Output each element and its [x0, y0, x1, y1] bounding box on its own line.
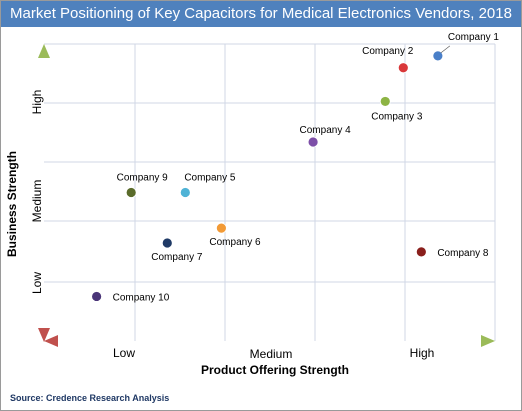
- data-point-label: Company 6: [209, 237, 261, 248]
- data-point-label: Company 10: [113, 292, 170, 303]
- chart-title: Market Positioning of Key Capacitors for…: [1, 1, 521, 27]
- y-tick-high: High: [30, 90, 44, 115]
- data-point-label: Company 8: [437, 248, 489, 259]
- data-point: [125, 187, 137, 198]
- data-point-label: Company 7: [151, 252, 203, 263]
- label-leader-line: [440, 45, 451, 54]
- data-point-label: Company 2: [362, 46, 414, 57]
- data-point-label: Company 1: [448, 32, 500, 43]
- data-point-label: Company 4: [300, 125, 352, 136]
- data-point: [161, 237, 173, 249]
- plot-grid: [44, 43, 496, 341]
- data-point-label: Company 3: [371, 111, 423, 122]
- data-point: [179, 187, 191, 198]
- data-point: [432, 50, 444, 62]
- y-tick-low: Low: [30, 272, 44, 294]
- x-tick-medium: Medium: [250, 347, 293, 361]
- data-point: [215, 222, 227, 234]
- data-point: [397, 62, 409, 74]
- data-point: [91, 291, 103, 302]
- y-axis-title: Business Strength: [5, 151, 19, 257]
- source-note: Source: Credence Research Analysis: [10, 393, 170, 403]
- y-axis-arrow: [38, 44, 50, 342]
- data-point: [379, 96, 391, 107]
- data-points: Company 1 Company 2 Company 3 Company 4 Comp…: [91, 32, 500, 303]
- data-point-label: Company 9: [117, 173, 169, 184]
- x-axis-arrow: [44, 335, 495, 347]
- x-tick-high: High: [410, 346, 435, 360]
- data-point: [307, 136, 319, 148]
- x-axis-title: Product Offering Strength: [201, 363, 349, 377]
- y-tick-medium: Medium: [30, 180, 44, 223]
- data-point-label: Company 5: [184, 173, 236, 184]
- data-point: [415, 246, 427, 258]
- x-tick-low: Low: [113, 346, 135, 360]
